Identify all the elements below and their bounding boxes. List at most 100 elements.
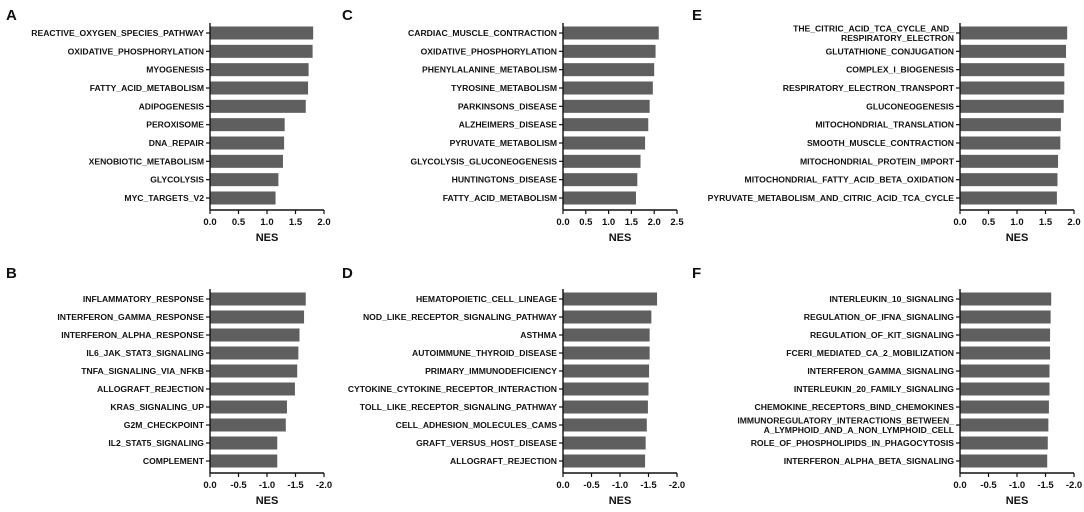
bar-label: IL2_STAT5_SIGNALING — [108, 438, 204, 448]
x-tick-label: 0.5 — [982, 217, 996, 228]
x-tick-label: 2.5 — [670, 217, 684, 228]
bar — [960, 173, 1058, 187]
bar-label: REGULATION_OF_IFNA_SIGNALING — [804, 312, 955, 322]
bar-label: REGULATION_OF_KIT_SIGNALING — [810, 330, 954, 340]
bar — [210, 173, 279, 187]
bar-label: INTERFERON_GAMMA_RESPONSE — [57, 312, 204, 322]
bar — [563, 173, 638, 187]
bar — [563, 292, 658, 306]
bar-label: HUNTINGTONS_DISEASE — [452, 175, 558, 185]
bar — [210, 454, 278, 468]
x-axis-title: NES — [256, 495, 279, 507]
bar-label: PYRUVATE_METABOLISM_AND_CITRIC_ACID_TCA_… — [708, 193, 955, 203]
bar-label: INTERFERON_ALPHA_RESPONSE — [61, 330, 204, 340]
x-axis-title: NES — [256, 232, 279, 244]
bar — [960, 154, 1059, 168]
bar — [563, 400, 648, 414]
bar-label: INTERLEUKIN_20_FAMILY_SIGNALING — [794, 384, 954, 394]
bar-label: CYTOKINE_CYTOKINE_RECEPTOR_INTERACTION — [348, 384, 557, 394]
bar-label: MITOCHONDRIAL_FATTY_ACID_BETA_OXIDATION — [745, 175, 954, 185]
bar-label: MYC_TARGETS_V2 — [124, 193, 204, 203]
bar-label: ALLOGRAFT_REJECTION — [450, 456, 557, 466]
bar-label: RESPIRATORY_ELECTRON_TRANSPORT — [783, 83, 955, 93]
bar — [960, 436, 1048, 450]
bar — [563, 436, 646, 450]
bar-label: G2M_CHECKPOINT — [124, 420, 205, 430]
bar — [960, 44, 1067, 58]
bar — [563, 364, 650, 378]
panel-B: B INFLAMMATORY_RESPONSE INTERFERON_GAMMA_R… — [6, 265, 332, 507]
bar — [563, 26, 659, 40]
bar — [960, 118, 1061, 132]
bar-label: ROLE_OF_PHOSPHOLIPIDS_IN_PHAGOCYTOSIS — [751, 438, 955, 448]
bar-label: INTERLEUKIN_10_SIGNALING — [829, 294, 954, 304]
bar — [960, 364, 1050, 378]
panel-letter: F — [692, 265, 701, 282]
x-tick-label: -0.5 — [583, 480, 600, 491]
bar — [563, 310, 652, 324]
bar-label: INTERFERON_ALPHA_BETA_SIGNALING — [784, 456, 955, 466]
x-tick-label: 0.5 — [232, 217, 246, 228]
bar — [210, 118, 285, 132]
bar — [563, 63, 655, 77]
x-tick-label: -1.5 — [640, 480, 657, 491]
bar-label: XENOBIOTIC_METABOLISM — [89, 156, 204, 166]
bar-label: NOD_LIKE_RECEPTOR_SIGNALING_PATHWAY — [363, 312, 557, 322]
x-tick-label: 0.0 — [203, 480, 216, 491]
x-tick-label: -0.5 — [980, 480, 997, 491]
panel-C: C CARDIAC_MUSCLE_CONTRACTION OXIDATIVE_PHO… — [342, 7, 684, 244]
bar — [210, 418, 286, 432]
bar — [210, 26, 314, 40]
panel-E: E THE_CITRIC_ACID_TCA_CYCLE_AND_ RESPIRATO… — [692, 7, 1081, 244]
bar — [210, 346, 299, 360]
bar — [563, 136, 646, 150]
x-tick-label: 1.5 — [289, 217, 303, 228]
bar — [563, 328, 650, 342]
bar — [210, 310, 305, 324]
x-axis-title: NES — [1006, 495, 1029, 507]
bar-label: INFLAMMATORY_RESPONSE — [83, 294, 204, 304]
bar — [960, 26, 1068, 40]
bar — [960, 382, 1050, 396]
bar-label: OXIDATIVE_PHOSPHORYLATION — [421, 46, 557, 56]
bar — [563, 81, 653, 95]
x-tick-label: -1.0 — [612, 480, 628, 491]
bar — [960, 400, 1049, 414]
x-tick-label: -2.0 — [669, 480, 685, 491]
bar-label: REACTIVE_OXYGEN_SPECIES_PATHWAY — [31, 28, 204, 38]
bar-label-line: THE_CITRIC_ACID_TCA_CYCLE_AND_ — [793, 23, 954, 33]
bar-label: PHENYLALANINE_METABOLISM — [422, 65, 557, 75]
panel-letter: C — [342, 7, 353, 24]
x-axis-title: NES — [1006, 232, 1029, 244]
bar-label: IMMUNOREGULATORY_INTERACTIONS_BETWEEN_ A_… — [737, 415, 954, 435]
bar — [563, 346, 650, 360]
bar-label: MITOCHONDRIAL_TRANSLATION — [815, 120, 954, 130]
x-tick-label: 2.0 — [317, 217, 330, 228]
bar-label: CHEMOKINE_RECEPTORS_BIND_CHEMOKINES — [755, 402, 955, 412]
panel-letter: A — [6, 7, 17, 24]
bar — [210, 44, 313, 58]
bar — [960, 454, 1048, 468]
bar-label: TOLL_LIKE_RECEPTOR_SIGNALING_PATHWAY — [360, 402, 557, 412]
x-tick-label: 2.0 — [648, 217, 661, 228]
bar-label: PARKINSONS_DISEASE — [458, 101, 557, 111]
bar — [960, 136, 1061, 150]
bar-label: MITOCHONDRIAL_PROTEIN_IMPORT — [800, 156, 955, 166]
bar — [563, 382, 649, 396]
bar — [960, 292, 1052, 306]
x-tick-label: -2.0 — [1066, 480, 1082, 491]
panel-letter: E — [692, 7, 702, 24]
bar-label: PYRUVATE_METABOLISM — [450, 138, 557, 148]
bar-label: PEROXISOME — [146, 120, 204, 130]
x-tick-label: 0.0 — [556, 217, 569, 228]
bar — [960, 346, 1051, 360]
x-tick-label: 0.0 — [203, 217, 216, 228]
x-tick-label: 0.0 — [953, 480, 966, 491]
bar — [210, 364, 298, 378]
bar — [210, 328, 300, 342]
bar-label: CARDIAC_MUSCLE_CONTRACTION — [408, 28, 557, 38]
bar-label: SMOOTH_MUSCLE_CONTRACTION — [807, 138, 954, 148]
bar — [210, 81, 309, 95]
x-tick-label: -0.5 — [230, 480, 247, 491]
